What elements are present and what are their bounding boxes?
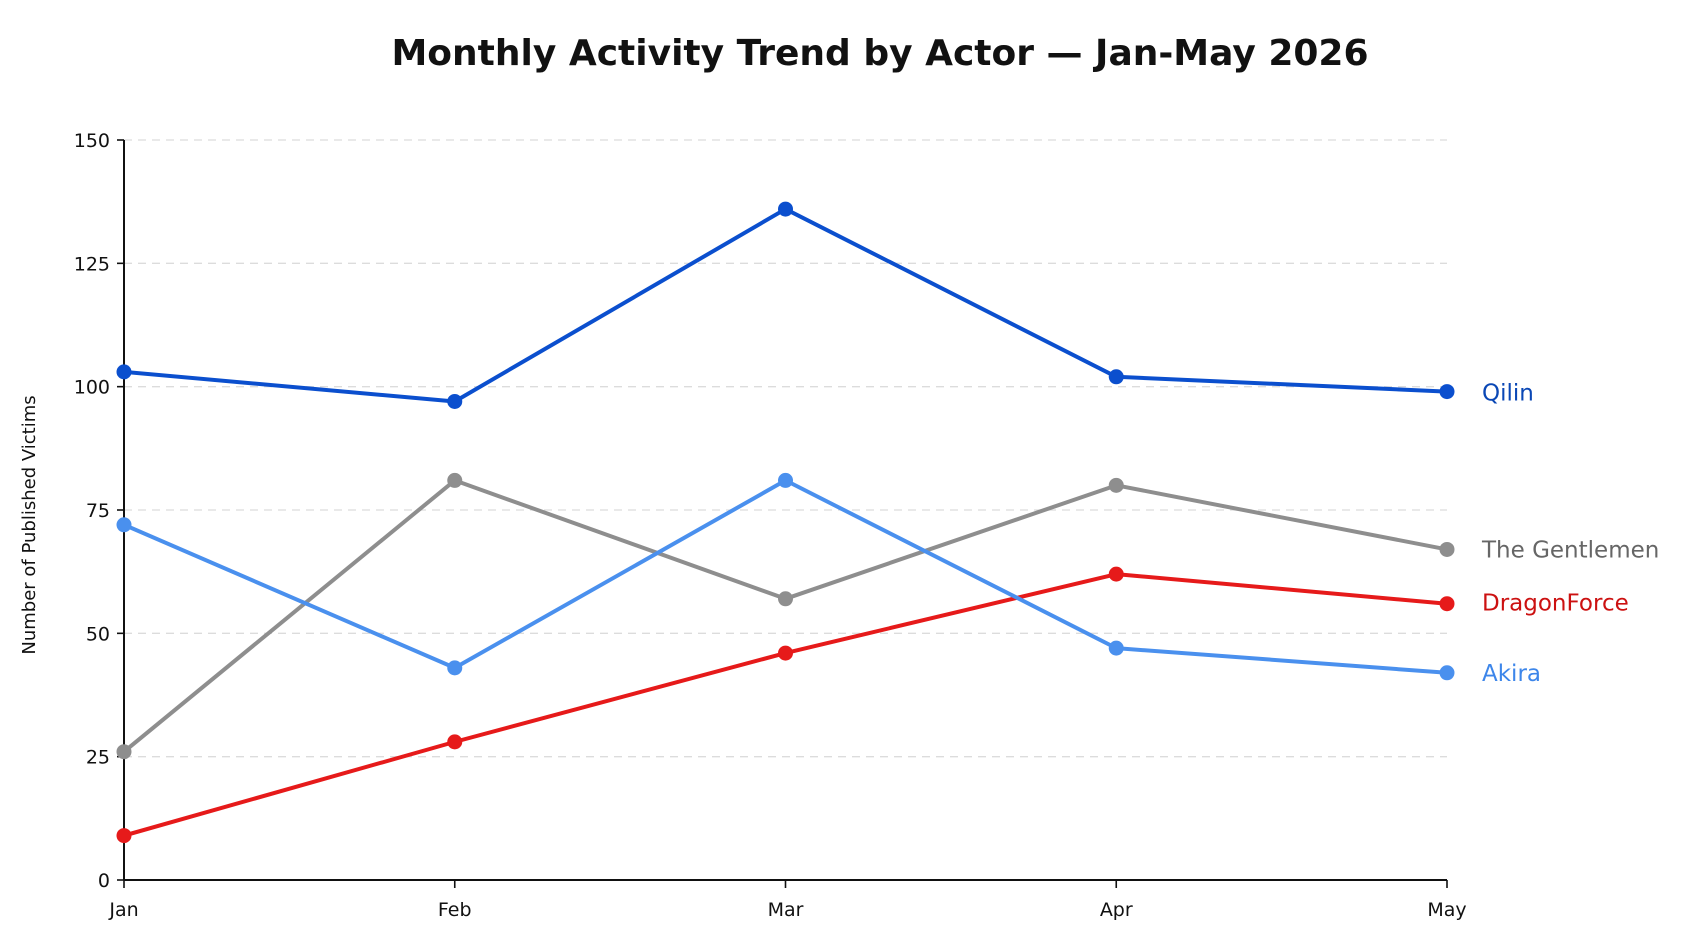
x-tick-label-feb: Feb <box>438 899 472 921</box>
data-point-the-gentlemen-apr <box>1108 477 1124 493</box>
y-tick-label: 0 <box>98 870 110 892</box>
data-point-the-gentlemen-feb <box>447 472 463 488</box>
series-group: Qilin The Gentlemen DragonForce Akira <box>116 201 1659 844</box>
data-point-dragonforce-jan <box>116 828 132 844</box>
series-akira: Akira <box>116 472 1541 687</box>
data-point-akira-apr <box>1108 640 1124 656</box>
y-tick-label: 125 <box>74 253 110 275</box>
data-point-the-gentlemen-mar <box>778 591 793 607</box>
data-point-dragonforce-may <box>1439 596 1455 612</box>
series-dragonforce: DragonForce <box>116 566 1629 844</box>
grid-lines <box>124 139 1447 758</box>
series-line-dragonforce <box>122 572 1449 838</box>
data-point-dragonforce-mar <box>778 645 793 661</box>
axes: 0 25 50 75 100 125 150 Jan Feb Mar Apr May <box>74 130 1467 921</box>
data-point-qilin-apr <box>1108 369 1124 385</box>
x-tick-label-apr: Apr <box>1100 899 1133 921</box>
series-label-the-gentlemen: The Gentlemen <box>1481 537 1659 563</box>
data-point-akira-mar <box>778 472 793 488</box>
chart-title: Monthly Activity Trend by Actor — Jan-Ma… <box>391 33 1368 74</box>
x-tick-label-jan: Jan <box>108 899 138 921</box>
data-point-dragonforce-apr <box>1108 566 1124 582</box>
data-point-akira-jan <box>116 517 132 533</box>
y-tick-label: 75 <box>86 500 110 522</box>
data-point-akira-may <box>1439 665 1455 681</box>
series-label-akira: Akira <box>1482 661 1541 687</box>
data-point-dragonforce-feb <box>447 734 463 750</box>
series-the-gentlemen: The Gentlemen <box>116 472 1659 760</box>
data-point-qilin-may <box>1439 384 1455 400</box>
data-point-qilin-feb <box>447 393 463 409</box>
series-label-dragonforce: DragonForce <box>1482 591 1629 617</box>
x-tick-label-mar: Mar <box>768 899 804 921</box>
data-point-qilin-jan <box>116 364 132 380</box>
series-label-qilin: Qilin <box>1482 381 1534 407</box>
series-line-the-gentlemen <box>122 478 1449 754</box>
y-tick-label: 25 <box>86 747 110 769</box>
y-tick-label: 100 <box>74 377 110 399</box>
y-tick-label: 50 <box>86 623 110 645</box>
data-point-akira-feb <box>447 660 463 676</box>
series-line-qilin <box>122 207 1449 404</box>
y-axis-label: Number of Published Victims <box>19 395 40 654</box>
data-point-the-gentlemen-jan <box>116 744 132 760</box>
data-point-the-gentlemen-may <box>1439 541 1455 557</box>
y-tick-label: 150 <box>74 130 110 152</box>
series-qilin: Qilin <box>116 201 1534 409</box>
x-tick-label-may: May <box>1427 899 1466 921</box>
data-point-qilin-mar <box>778 201 793 217</box>
